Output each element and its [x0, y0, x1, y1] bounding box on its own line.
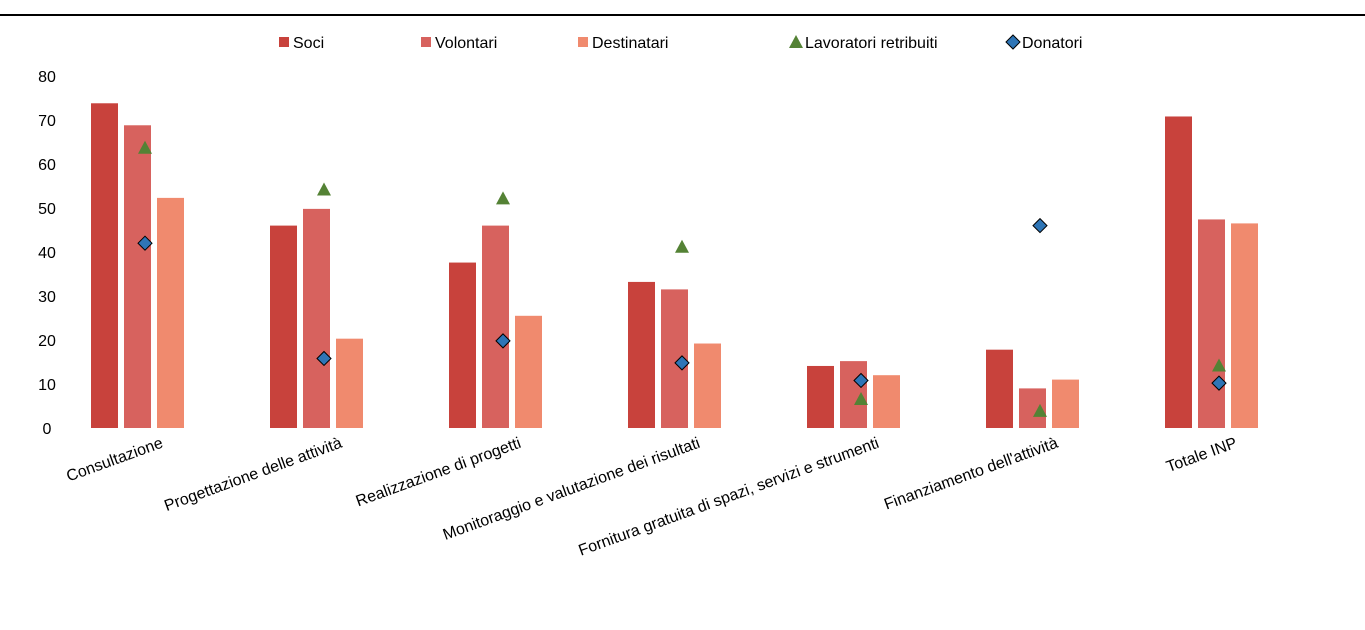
y-tick-label: 40 [38, 245, 56, 262]
point-lavoratori-retribuiti [317, 183, 331, 196]
bar-destinatari [1231, 223, 1258, 428]
bar-destinatari [694, 344, 721, 428]
y-tick-label: 0 [43, 421, 52, 438]
x-category-label: Progettazione delle attività [162, 435, 344, 515]
y-tick-label: 30 [38, 289, 56, 306]
bar-soci [807, 366, 834, 428]
x-category-label: Consultazione [64, 435, 165, 486]
legend-label-soci: Soci [293, 35, 324, 52]
legend-marker-destinatari [578, 37, 588, 47]
legend-marker-donatori [1006, 35, 1020, 49]
x-category-label: Totale INP [1164, 435, 1239, 476]
bar-destinatari [157, 198, 184, 428]
y-tick-label: 10 [38, 377, 56, 394]
x-category-label: Realizzazione di progetti [354, 435, 524, 511]
point-donatori [1033, 219, 1047, 233]
y-tick-label: 20 [38, 333, 56, 350]
bar-volontari [840, 361, 867, 428]
x-category-label: Finanziamento dell'attività [882, 435, 1060, 514]
legend-marker-volontari [421, 37, 431, 47]
bar-soci [1165, 116, 1192, 428]
bar-soci [986, 350, 1013, 428]
y-axis: 0 10 20 30 40 50 60 70 80 [38, 69, 56, 438]
bar-volontari [303, 209, 330, 428]
legend-label-donatori: Donatori [1022, 35, 1082, 52]
bar-volontari [124, 125, 151, 428]
y-tick-label: 80 [38, 69, 56, 86]
y-tick-label: 60 [38, 157, 56, 174]
y-tick-label: 70 [38, 113, 56, 130]
point-lavoratori-retribuiti [496, 191, 510, 204]
bar-soci [91, 103, 118, 428]
y-tick-label: 50 [38, 201, 56, 218]
plot-area [91, 103, 1258, 428]
legend-marker-lavoratori-retribuiti [789, 35, 803, 48]
bar-soci [449, 263, 476, 428]
x-category-label: Fornitura gratuita di spazi, servizi e s… [576, 435, 881, 560]
bar-destinatari [1052, 380, 1079, 428]
legend-marker-soci [279, 37, 289, 47]
legend: Soci Volontari Destinatari Lavoratori retri… [279, 35, 1082, 52]
legend-label-lavoratori-retribuiti: Lavoratori retribuiti [805, 35, 938, 52]
bar-destinatari [515, 316, 542, 428]
bar-soci [270, 226, 297, 428]
bar-volontari [1198, 219, 1225, 428]
bar-volontari [482, 226, 509, 428]
legend-label-volontari: Volontari [435, 35, 497, 52]
point-lavoratori-retribuiti [675, 240, 689, 253]
legend-label-destinatari: Destinatari [592, 35, 668, 52]
bar-soci [628, 282, 655, 428]
bar-destinatari [336, 339, 363, 428]
bar-destinatari [873, 375, 900, 428]
